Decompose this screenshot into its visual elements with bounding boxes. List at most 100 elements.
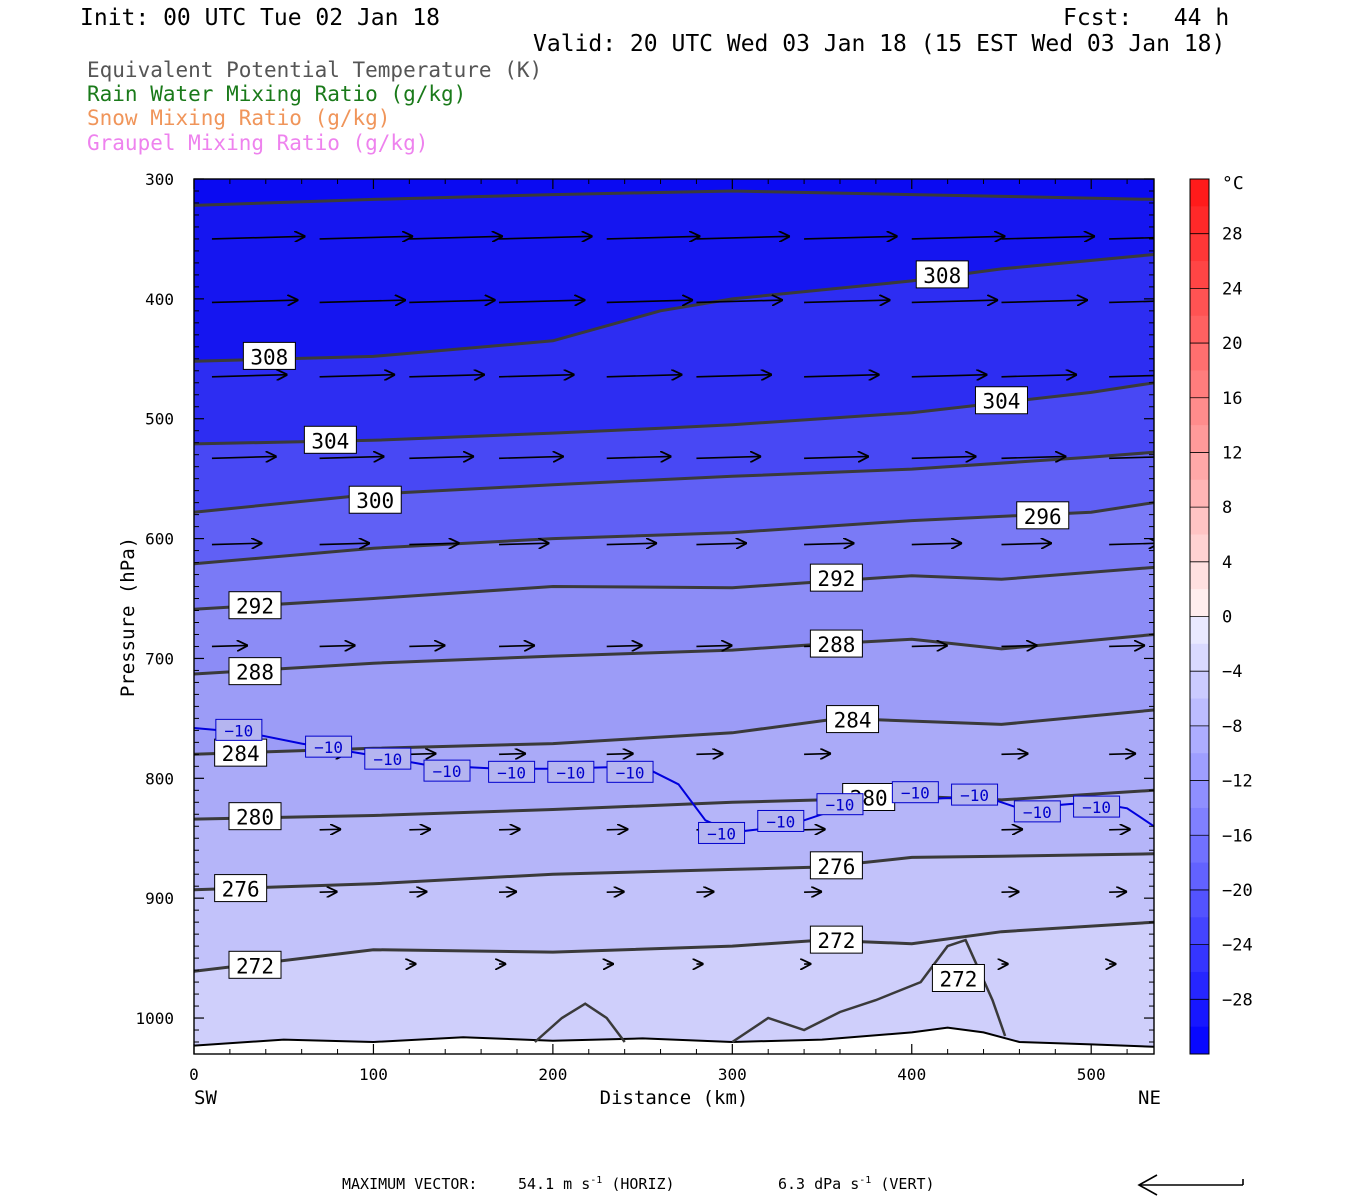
colorbar-label: 4 — [1222, 553, 1232, 573]
colorbar-swatch — [1190, 835, 1209, 864]
isotherm-label: −10 — [1023, 803, 1052, 822]
contour-label: 272 — [236, 954, 274, 978]
colorbar-swatch — [1190, 698, 1209, 727]
theta-e-contour-292 — [194, 565, 1154, 611]
isotherm-label: −10 — [707, 824, 736, 843]
colorbar-swatch — [1190, 589, 1209, 617]
wind-vector — [211, 543, 262, 544]
isotherm-label-box — [891, 781, 939, 804]
wind-vector — [211, 236, 306, 239]
wind-vector — [696, 543, 746, 544]
contour-label: 292 — [236, 595, 274, 619]
contour-label: 284 — [834, 709, 872, 733]
wind-vector — [319, 236, 414, 239]
wind-vector — [409, 645, 445, 646]
wind-vector — [499, 300, 585, 302]
colorbar-label: 8 — [1222, 498, 1232, 518]
wind-vector — [1001, 754, 1028, 755]
contour-label-box — [303, 425, 357, 454]
wind-vector — [606, 300, 693, 302]
colorbar-swatch — [1190, 479, 1209, 508]
colorbar-label: −8 — [1222, 717, 1242, 737]
wind-vectors — [211, 236, 1154, 964]
x-tick-label: 100 — [359, 1065, 388, 1084]
wind-vector — [409, 754, 436, 755]
y-axis-title: Pressure (hPa) — [117, 537, 139, 697]
colorbar-label: 28 — [1222, 225, 1242, 245]
contour-label: 280 — [236, 806, 274, 830]
wind-vector — [696, 236, 790, 239]
y-tick-label: 600 — [145, 530, 174, 549]
wind-vector — [499, 892, 517, 893]
colorbar-swatch — [1190, 971, 1209, 1000]
wind-vector — [1001, 456, 1066, 458]
wind-vector — [606, 829, 629, 830]
colorbar-label: −20 — [1222, 881, 1253, 901]
theta-e-contour-312 — [194, 189, 1154, 207]
terrain-fill — [194, 1027, 1154, 1054]
wind-vector — [804, 543, 854, 544]
isotherm-label-box — [606, 760, 654, 783]
wind-vector — [1109, 236, 1154, 240]
terrain-line — [194, 1026, 1154, 1048]
contour-label-box — [228, 657, 282, 686]
x-tick-label: 200 — [538, 1065, 567, 1084]
wind-vector — [911, 543, 962, 544]
wind-vector — [1001, 543, 1051, 544]
vert-vector-info: 6.3 dPa s-1 (VERT) — [778, 1175, 935, 1193]
wind-vector — [804, 456, 869, 458]
wind-vector — [696, 375, 772, 377]
wind-vector — [1109, 300, 1154, 304]
axes: 300 400 500 600 700 800 900 1000 0 100 200 300 400 50… — [135, 170, 1154, 1084]
wind-vector — [1109, 456, 1154, 460]
vert-exp: -1 — [859, 1175, 872, 1186]
wind-vector — [911, 375, 988, 377]
cross-section-chart: 3083083043043002962922922882882842842802… — [117, 170, 1253, 1109]
wind-vector — [606, 456, 672, 458]
wind-vector — [1109, 892, 1127, 893]
contour-label: 288 — [236, 661, 274, 685]
wind-vector — [319, 829, 342, 830]
x-axis-title: Distance (km) — [600, 1087, 749, 1109]
isotherm-label-box — [305, 735, 353, 758]
isotherm-label-box — [364, 747, 412, 770]
isotherm-label: −10 — [1082, 798, 1111, 817]
theta-e-contour-304 — [194, 381, 1154, 446]
max-vector-label: MAXIMUM VECTOR: — [342, 1175, 478, 1193]
wind-vector — [1001, 892, 1019, 893]
y-tick-label: 900 — [145, 889, 174, 908]
colorbar-label: 12 — [1222, 443, 1242, 463]
wind-vector — [319, 300, 406, 302]
contour-label-box — [809, 629, 863, 658]
colorbar-swatch — [1190, 807, 1209, 836]
wind-vector — [499, 829, 521, 830]
contour-label: 272 — [939, 967, 977, 991]
wind-vector — [499, 236, 593, 239]
isotherm-label-box — [698, 821, 746, 844]
wind-vector — [211, 645, 248, 646]
wind-vector — [606, 543, 657, 544]
colorbar-swatch — [1190, 507, 1209, 535]
x-tick-label: 400 — [897, 1065, 926, 1084]
colorbar-swatch — [1190, 944, 1209, 973]
theta-e-contour-308 — [194, 253, 1154, 363]
vert-unit: dPa s — [814, 1175, 860, 1193]
legend-graupel: Graupel Mixing Ratio (g/kg) — [87, 131, 429, 155]
wind-vector — [499, 375, 575, 377]
colorbar-swatch — [1190, 343, 1209, 371]
y-tick-label: 800 — [145, 769, 174, 788]
wind-vector — [911, 645, 948, 646]
wind-vector — [606, 236, 701, 239]
colorbar-swatch — [1190, 534, 1209, 563]
colorbar-swatch — [1190, 862, 1209, 891]
contour-label: 296 — [1024, 505, 1062, 529]
contour-label: 300 — [356, 489, 394, 513]
wind-vector — [211, 456, 277, 458]
theta-e-contour-272-loop — [534, 1002, 626, 1043]
contour-label-box — [228, 950, 282, 979]
wind-vector — [409, 375, 485, 377]
isotherm-label-box — [1073, 795, 1121, 818]
wind-vector — [211, 375, 288, 377]
wind-vector — [804, 892, 822, 893]
wind-vector — [606, 645, 643, 646]
